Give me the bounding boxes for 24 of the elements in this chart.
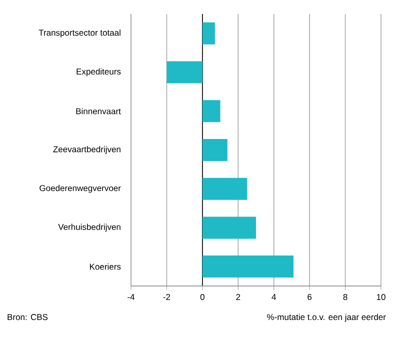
y-tick-label: Goederenwegvervoer [40,184,121,193]
bar [202,216,256,239]
y-tick-label: Zeevaartbedrijven [53,146,120,154]
x-tick-label: 10 [376,294,386,300]
y-tick-label: Expediteurs [76,68,121,76]
x-tick-label: 0 [200,294,204,300]
bar [202,100,220,122]
y-tick-label: Koeriers [90,263,121,270]
x-tick-label: 6 [308,294,312,300]
bar [202,22,215,44]
x-axis-title: %-mutatie t.o.v. een jaar eerder [267,314,386,322]
bar [202,256,294,278]
bar [202,139,228,161]
x-tick-label: 4 [272,294,276,300]
y-tick-label: Verhuisbedrijven [58,224,120,232]
x-tick-label: -2 [163,294,170,300]
x-tick-label: 8 [343,294,348,300]
bar [202,178,248,200]
text: Bron: CBS [8,314,48,320]
y-tick-label: Transportsector totaal [38,29,120,38]
bar [166,61,202,84]
x-tick-label: 2 [236,294,240,300]
y-tick-label: Binnenvaart [76,108,121,114]
x-tick-label: -4 [128,294,135,300]
